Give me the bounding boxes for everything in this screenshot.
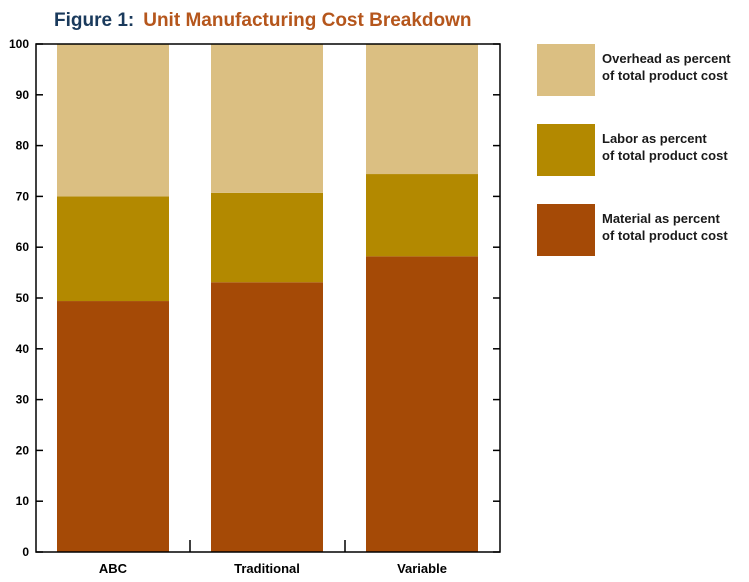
legend-label-labor-line2: of total product cost (602, 148, 728, 163)
legend-label-material-line2: of total product cost (602, 228, 728, 243)
y-tick-label-0: 0 (22, 545, 29, 559)
bar-segment-labor-variable (366, 174, 478, 257)
title-main: Unit Manufacturing Cost Breakdown (143, 10, 471, 31)
bar-segment-material-variable (366, 256, 478, 552)
x-category-label-abc: ABC (99, 561, 128, 576)
legend-label-material-line1: Material as percent (602, 211, 720, 226)
y-tick-label-80: 80 (16, 139, 30, 153)
title-prefix: Figure 1: (54, 10, 134, 31)
chart-title: Figure 1: Unit Manufacturing Cost Breakd… (54, 10, 472, 31)
legend-label-overhead-line1: Overhead as percent (602, 51, 731, 66)
y-tick-label-100: 100 (9, 37, 29, 51)
legend-swatch-labor (537, 124, 595, 176)
y-tick-label-60: 60 (16, 240, 30, 254)
legend-swatch-material (537, 204, 595, 256)
bar-segment-overhead-variable (366, 44, 478, 175)
y-tick-label-30: 30 (16, 393, 30, 407)
y-tick-label-40: 40 (16, 342, 30, 356)
bar-segment-labor-abc (57, 196, 169, 302)
legend-label-overhead-line2: of total product cost (602, 68, 728, 83)
y-tick-label-90: 90 (16, 88, 30, 102)
bar-segment-overhead-abc (57, 44, 169, 197)
x-category-label-variable: Variable (397, 561, 447, 576)
bar-segment-overhead-traditional (211, 44, 323, 193)
bar-segment-labor-traditional (211, 192, 323, 283)
y-tick-label-70: 70 (16, 189, 30, 203)
bar-segment-material-traditional (211, 282, 323, 552)
x-category-label-traditional: Traditional (234, 561, 300, 576)
legend: Overhead as percent of total product cost… (537, 44, 731, 256)
y-tick-label-20: 20 (16, 443, 30, 457)
bar-segment-material-abc (57, 301, 169, 552)
y-tick-label-10: 10 (16, 494, 30, 508)
y-tick-label-50: 50 (16, 291, 30, 305)
legend-label-labor-line1: Labor as percent (602, 131, 707, 146)
axes-layer: 0 10 20 30 40 50 60 70 80 90 100 ABC Traditional Vari… (9, 37, 501, 576)
bars-layer (57, 44, 478, 552)
legend-swatch-overhead (537, 44, 595, 96)
